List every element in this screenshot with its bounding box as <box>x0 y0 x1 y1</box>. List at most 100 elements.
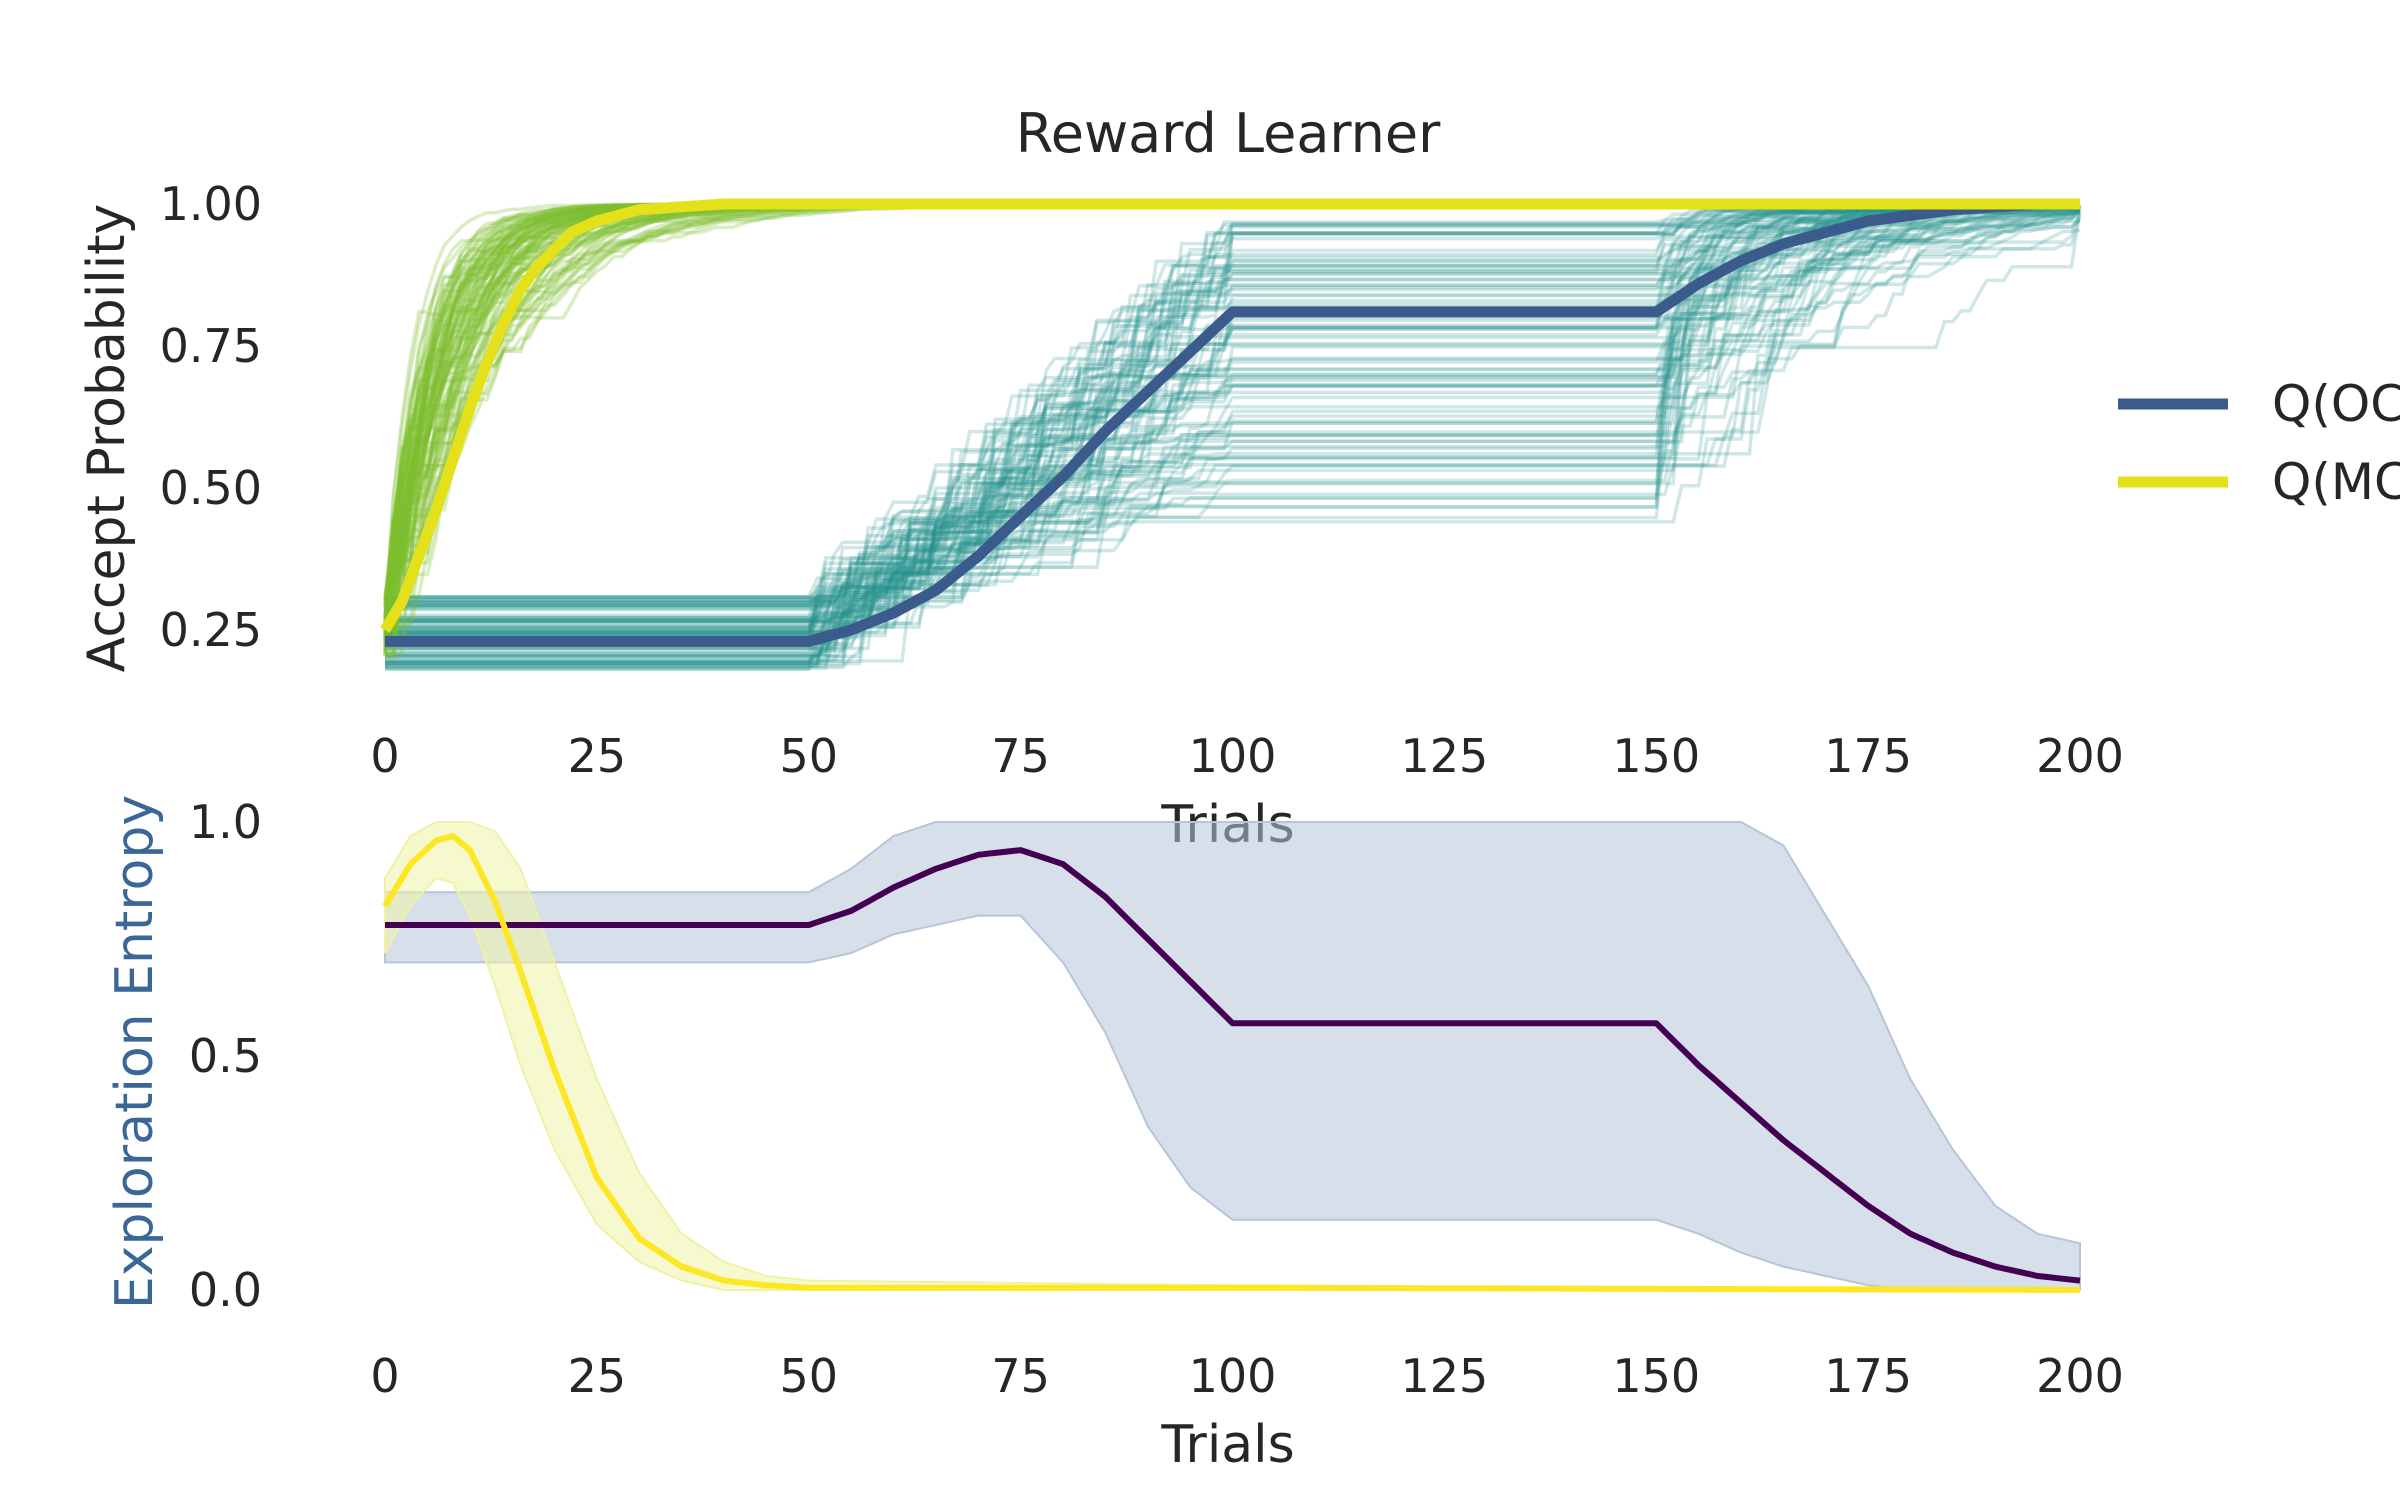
oc-trajectory <box>385 202 2080 649</box>
oc-trajectory <box>385 204 2080 658</box>
oc-trajectory <box>385 202 2080 633</box>
x-tick-label: 0 <box>370 729 399 783</box>
oc-trajectory <box>385 204 2080 599</box>
x-tick-label: 75 <box>991 729 1050 783</box>
oc-trajectory <box>385 203 2080 667</box>
oc-trajectory <box>385 208 2082 600</box>
oc-trajectory <box>385 205 2082 620</box>
top-y-axis-label: Accept Probability <box>77 204 137 673</box>
x-tick-label: 50 <box>779 729 838 783</box>
oc-trajectory <box>385 209 2080 663</box>
bottom-y-axis-label: Exploration Entropy <box>105 795 165 1309</box>
oc-trajectory <box>385 204 2080 608</box>
oc-trajectory <box>385 202 2080 624</box>
oc-trajectory <box>385 207 2080 635</box>
oc-trajectory <box>385 209 2080 624</box>
y-tick-label: 0.75 <box>160 319 262 373</box>
top-y-tick-labels: 0.25 0.50 0.75 1.00 <box>160 177 262 657</box>
oc-trajectory <box>385 218 2082 604</box>
x-tick-label: 125 <box>1400 729 1488 783</box>
oc-trajectory <box>385 203 2082 622</box>
oc-trajectory <box>385 202 2081 655</box>
x-tick-label: 50 <box>779 1349 838 1403</box>
oc-trajectory <box>385 203 2080 635</box>
legend-label-mc: Q(MC <box>2272 453 2400 511</box>
y-tick-label: 0.25 <box>160 603 262 657</box>
x-tick-label: 100 <box>1189 729 1277 783</box>
mc-mean-line <box>380 198 2080 633</box>
oc-trajectory <box>385 205 2082 628</box>
oc-trajectory <box>385 228 2081 622</box>
bottom-y-tick-labels: 0.0 0.5 1.0 <box>189 795 262 1317</box>
oc-trajectory <box>385 209 2080 665</box>
oc-trajectory <box>385 203 2081 666</box>
x-tick-label: 100 <box>1189 1349 1277 1403</box>
oc-trajectory <box>385 205 2081 617</box>
bottom-x-axis-label: Trials <box>1160 1415 1294 1475</box>
x-tick-label: 150 <box>1612 1349 1700 1403</box>
oc-trajectory <box>385 202 2080 612</box>
oc-trajectory <box>385 202 2081 624</box>
accept-probability-panel: Reward Learner 0 25 50 75 100 125 150 175 200 0.… <box>77 102 2124 855</box>
x-tick-label: 0 <box>370 1349 399 1403</box>
oc-trajectory <box>385 202 2080 650</box>
chart-title: Reward Learner <box>1016 102 1441 165</box>
oc-trajectory <box>385 205 2082 635</box>
oc-trajectory <box>385 202 2080 637</box>
oc-trajectory <box>385 202 2080 620</box>
oc-trajectory <box>385 203 2080 601</box>
oc-trajectory <box>385 202 2080 608</box>
oc-trajectory <box>385 209 2081 608</box>
y-tick-label: 0.0 <box>189 1263 262 1317</box>
y-tick-label: 1.00 <box>160 177 262 231</box>
oc-trajectory <box>385 202 2080 624</box>
oc-trajectory <box>385 202 2081 630</box>
oc-trajectory <box>385 204 2081 628</box>
x-tick-label: 125 <box>1400 1349 1488 1403</box>
oc-trajectory <box>385 202 2080 672</box>
oc-trajectory <box>385 204 2080 630</box>
oc-trajectory <box>385 205 2080 670</box>
oc-trajectory <box>385 205 2080 599</box>
oc-trajectory <box>385 202 2080 602</box>
exploration-entropy-panel: 0 25 50 75 100 125 150 175 200 0.00.51.0 Trials … <box>105 795 2124 1475</box>
oc-trajectory <box>385 205 2080 601</box>
oc-mean-line <box>385 198 2080 647</box>
bottom-x-tick-labels: 0 25 50 75 100 125 150 175 200 <box>370 1349 2124 1403</box>
oc-trajectory <box>385 213 2082 670</box>
x-tick-label: 150 <box>1612 729 1700 783</box>
oc-trajectory <box>385 208 2080 611</box>
oc-trajectory <box>385 202 2080 671</box>
oc-trajectory <box>385 203 2080 635</box>
legend-label-oc: Q(OC <box>2272 375 2400 433</box>
oc-trajectory <box>385 202 2080 607</box>
oc-trajectory <box>385 202 2081 604</box>
mc-entropy-line <box>382 833 2080 1293</box>
oc-trajectory <box>385 202 2080 629</box>
oc-trajectory <box>385 204 2080 663</box>
x-tick-label: 175 <box>1824 1349 1912 1403</box>
oc-trajectory <box>385 202 2080 622</box>
oc-trajectory <box>385 202 2080 659</box>
oc-trajectory <box>385 217 2082 623</box>
y-tick-label: 0.5 <box>189 1029 262 1083</box>
oc-trajectory <box>385 219 2080 631</box>
oc-trajectory <box>385 204 2080 666</box>
oc-trajectory <box>385 210 2081 668</box>
oc-trajectory <box>385 210 2081 622</box>
x-tick-label: 200 <box>2036 729 2124 783</box>
top-x-tick-labels: 0 25 50 75 100 125 150 175 200 <box>370 729 2124 783</box>
oc-trajectory <box>385 212 2080 603</box>
oc-trajectory <box>385 215 2080 634</box>
oc-trajectory <box>385 203 2080 633</box>
oc-entropy-line <box>385 847 2081 1284</box>
oc-trajectory <box>385 208 2080 605</box>
x-tick-label: 75 <box>991 1349 1050 1403</box>
x-tick-label: 175 <box>1824 729 1912 783</box>
x-tick-label: 25 <box>568 1349 627 1403</box>
oc-individual-trajectories <box>385 202 2082 672</box>
x-tick-label: 200 <box>2036 1349 2124 1403</box>
x-tick-label: 25 <box>568 729 627 783</box>
oc-trajectory <box>385 202 2080 656</box>
